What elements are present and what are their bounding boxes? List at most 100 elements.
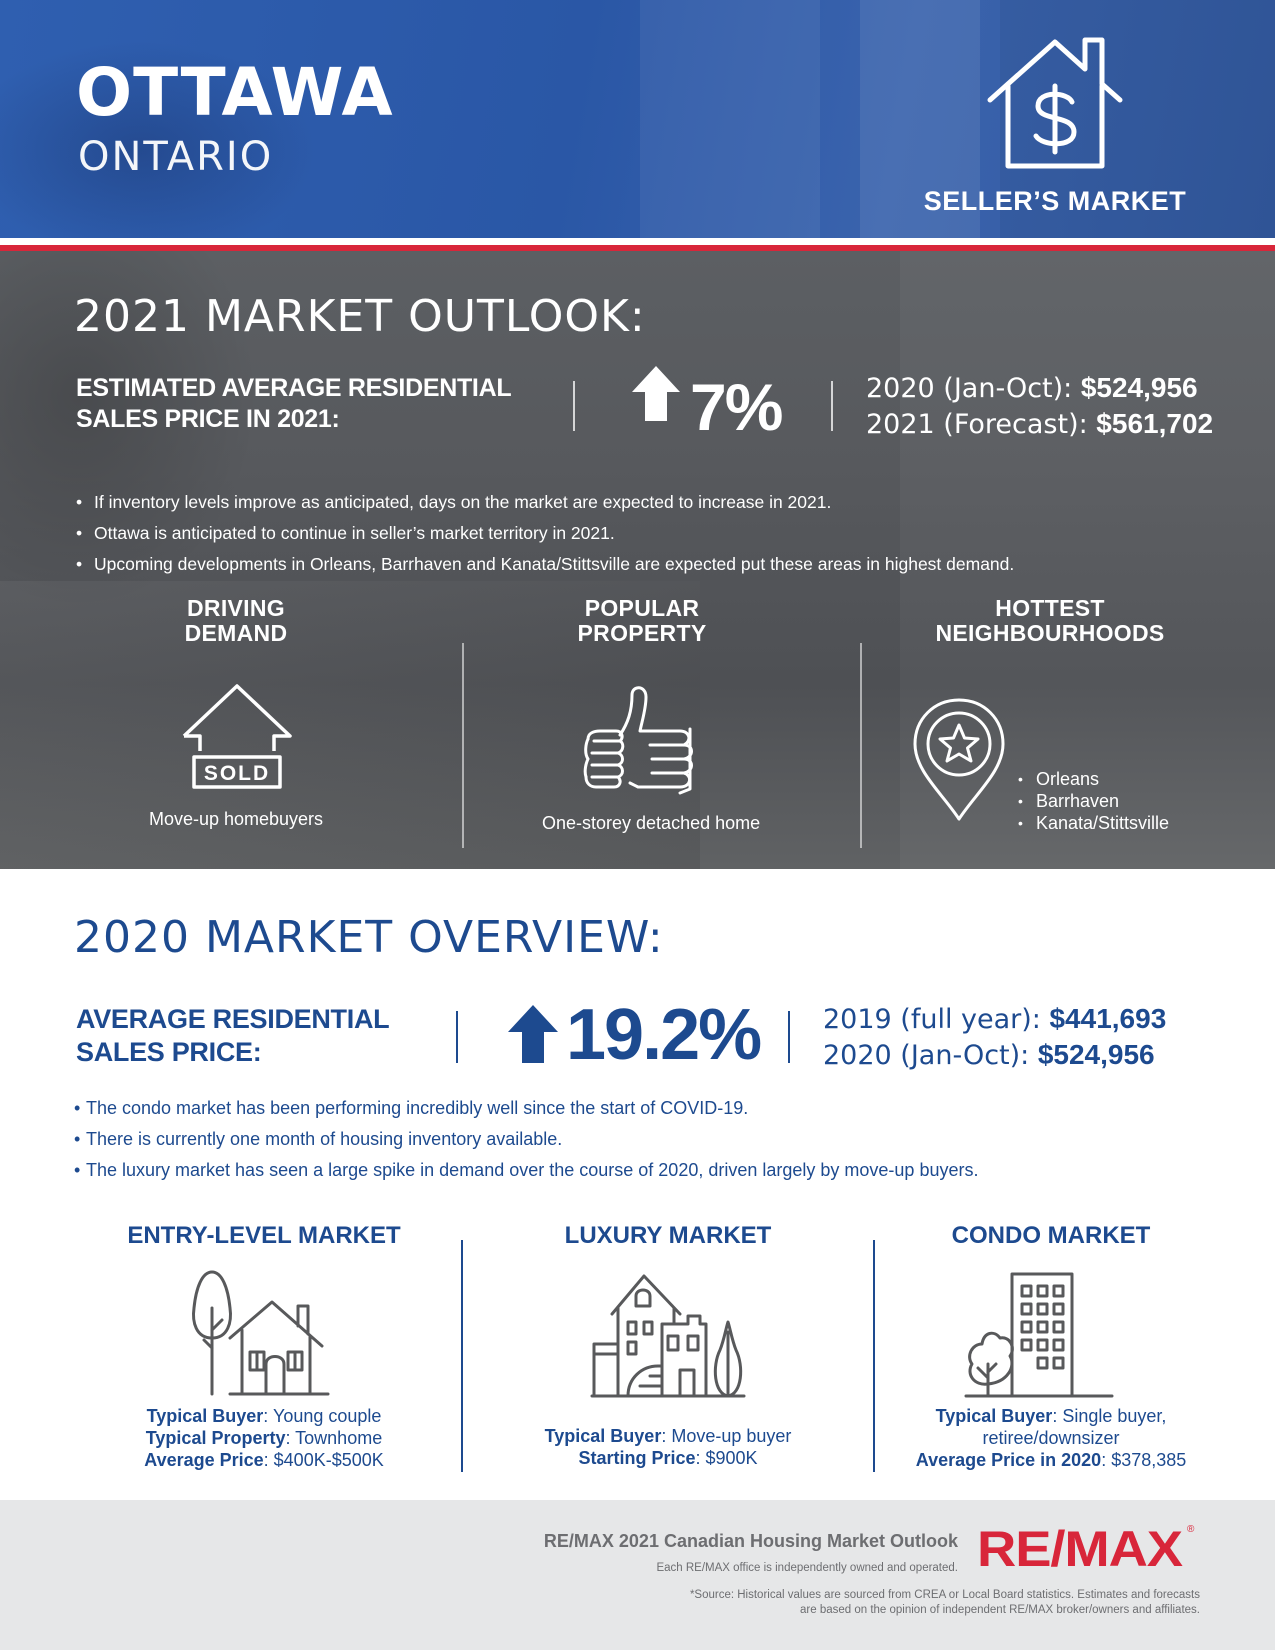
outlook-price-label-line: ESTIMATED AVERAGE RESIDENTIAL [76,374,512,402]
info-value: retiree/downsizer [982,1428,1120,1448]
market-info-line: Typical Buyer: Single buyer, [881,1405,1221,1427]
column-title-line: DRIVING [187,595,285,621]
outlook-bullet: Upcoming developments in Orleans, Barrha… [76,549,1014,580]
market-info-line: retiree/downsizer [881,1427,1221,1449]
overview-comparison-2019: 2019 (full year): $441,693 [823,1003,1166,1035]
outlook-comparison-2021: 2021 (Forecast): $561,702 [866,408,1213,440]
comparison-label: 2020 (Jan-Oct): [823,1040,1038,1071]
footer-title: RE/MAX 2021 Canadian Housing Market Outl… [543,1531,958,1551]
overview-bullet: There is currently one month of housing … [74,1124,978,1155]
info-value: : $900K [695,1448,758,1468]
overview-price-label-line: AVERAGE RESIDENTIAL [76,1004,390,1034]
market-info-line: Starting Price: $900K [498,1447,838,1469]
luxury-market-title: LUXURY MARKET [564,1222,772,1249]
photo-sidewalk [0,581,700,869]
market-info-line: Typical Buyer: Young couple [94,1405,434,1427]
outlook-comparison-2020: 2020 (Jan-Oct): $524,956 [866,372,1198,404]
info-value: : Townhome [285,1428,383,1448]
market-info-line: Average Price: $400K-$500K [94,1449,434,1471]
outlook-price-label: ESTIMATED AVERAGE RESIDENTIAL SALES PRIC… [76,373,576,435]
entry-level-market-info: Typical Buyer: Young couple Typical Prop… [94,1405,434,1471]
comparison-value: $441,693 [1049,1003,1167,1034]
comparison-label: 2021 (Forecast): [866,409,1097,440]
info-label: Average Price [144,1450,264,1470]
condo-market-title: CONDO MARKET [951,1222,1151,1249]
neighbourhood-item: Orleans [1018,768,1169,790]
column-title-line: DEMAND [184,620,288,646]
map-pin-star-icon [913,698,1005,821]
column-divider [860,643,862,848]
townhome-tree-icon [192,1270,330,1396]
outlook-bullet: Ottawa is anticipated to continue in sel… [76,518,1014,549]
condo-building-icon [964,1272,1114,1398]
market-info-line: Typical Buyer: Move-up buyer [498,1425,838,1447]
header-photo-building [860,0,980,238]
remax-logo: RE/MAX ® [977,1521,1195,1574]
info-label: Typical Buyer [935,1406,1053,1426]
comparison-value: $561,702 [1096,408,1214,439]
header-photo-building [1000,0,1275,238]
outlook-title: 2021 MARKET OUTLOOK: [74,291,646,342]
entry-level-market-title: ENTRY-LEVEL MARKET [127,1222,401,1249]
arrow-up-icon [632,366,680,421]
header-photo-building [640,0,820,238]
overview-comparison-2020: 2020 (Jan-Oct): $524,956 [823,1039,1155,1071]
column-divider [461,1240,463,1472]
overview-percent-change: 19.2% [566,995,762,1075]
divider [456,1011,458,1063]
info-value: : Young couple [263,1406,382,1426]
footer-independent-note: Each RE/MAX office is independently owne… [656,1562,958,1574]
column-divider [873,1240,875,1472]
column-title-line: POPULAR [584,595,700,621]
province-title: ONTARIO [78,134,274,180]
info-label: Average Price in 2020 [915,1450,1102,1470]
market-info-line: Typical Property: Townhome [94,1427,434,1449]
arrow-up-icon [508,1005,558,1063]
column-divider [462,643,464,848]
column-title-line: NEIGHBOURHOODS [935,620,1165,646]
popular-property-title: POPULAR PROPERTY [542,596,742,646]
overview-bullet-list: The condo market has been performing inc… [74,1093,978,1186]
divider [573,381,575,431]
neighbourhood-list: Orleans Barrhaven Kanata/Stittsville [1018,768,1169,834]
info-label: Typical Property [145,1428,286,1448]
outlook-percent-change: 7% [690,370,783,444]
outlook-section: 2021 MARKET OUTLOOK: ESTIMATED AVERAGE R… [0,251,1275,869]
comparison-label: 2019 (full year): [823,1004,1050,1035]
hottest-neighbourhoods-title: HOTTEST NEIGHBOURHOODS [900,596,1200,646]
info-label: Typical Buyer [544,1426,662,1446]
outlook-price-label-line: SALES PRICE IN 2021: [76,405,340,433]
source-line: are based on the opinion of independent … [800,1604,1200,1616]
thumbs-up-icon [583,686,693,795]
header-banner: OTTAWA ONTARIO SELLER’S MARKET [0,0,1275,238]
info-value: : $400K-$500K [263,1450,384,1470]
outlook-bullet: If inventory levels improve as anticipat… [76,487,1014,518]
driving-demand-caption: Move-up homebuyers [148,809,324,829]
sold-house-icon: SOLD [182,684,292,789]
header-divider-white [0,238,1275,245]
luxury-house-icon [590,1274,746,1398]
market-info-line: Average Price in 2020: $378,385 [881,1449,1221,1471]
column-title-line: HOTTEST [995,595,1105,621]
comparison-value: $524,956 [1037,1039,1155,1070]
market-type-label: SELLER’S MARKET [923,186,1187,216]
overview-price-label-line: SALES PRICE: [76,1037,262,1067]
condo-market-info: Typical Buyer: Single buyer, retiree/dow… [881,1405,1221,1471]
info-value: : Single buyer, [1052,1406,1167,1426]
neighbourhood-item: Kanata/Stittsville [1018,812,1169,834]
info-label: Starting Price [578,1448,696,1468]
overview-price-label: AVERAGE RESIDENTIAL SALES PRICE: [76,1003,456,1069]
registered-mark: ® [1187,1524,1195,1535]
city-title: OTTAWA [76,54,394,131]
divider [788,1011,790,1063]
luxury-market-info: Typical Buyer: Move-up buyer Starting Pr… [498,1425,838,1469]
footer-source-note: *Source: Historical values are sourced f… [500,1588,1200,1618]
source-line: *Source: Historical values are sourced f… [689,1589,1200,1601]
info-value: : $378,385 [1101,1450,1187,1470]
comparison-label: 2020 (Jan-Oct): [866,373,1081,404]
comparison-value: $524,956 [1080,372,1198,403]
outlook-bullet-list: If inventory levels improve as anticipat… [76,487,1014,580]
house-dollar-icon [987,37,1123,169]
driving-demand-title: DRIVING DEMAND [136,596,336,646]
info-value: : Move-up buyer [661,1426,792,1446]
